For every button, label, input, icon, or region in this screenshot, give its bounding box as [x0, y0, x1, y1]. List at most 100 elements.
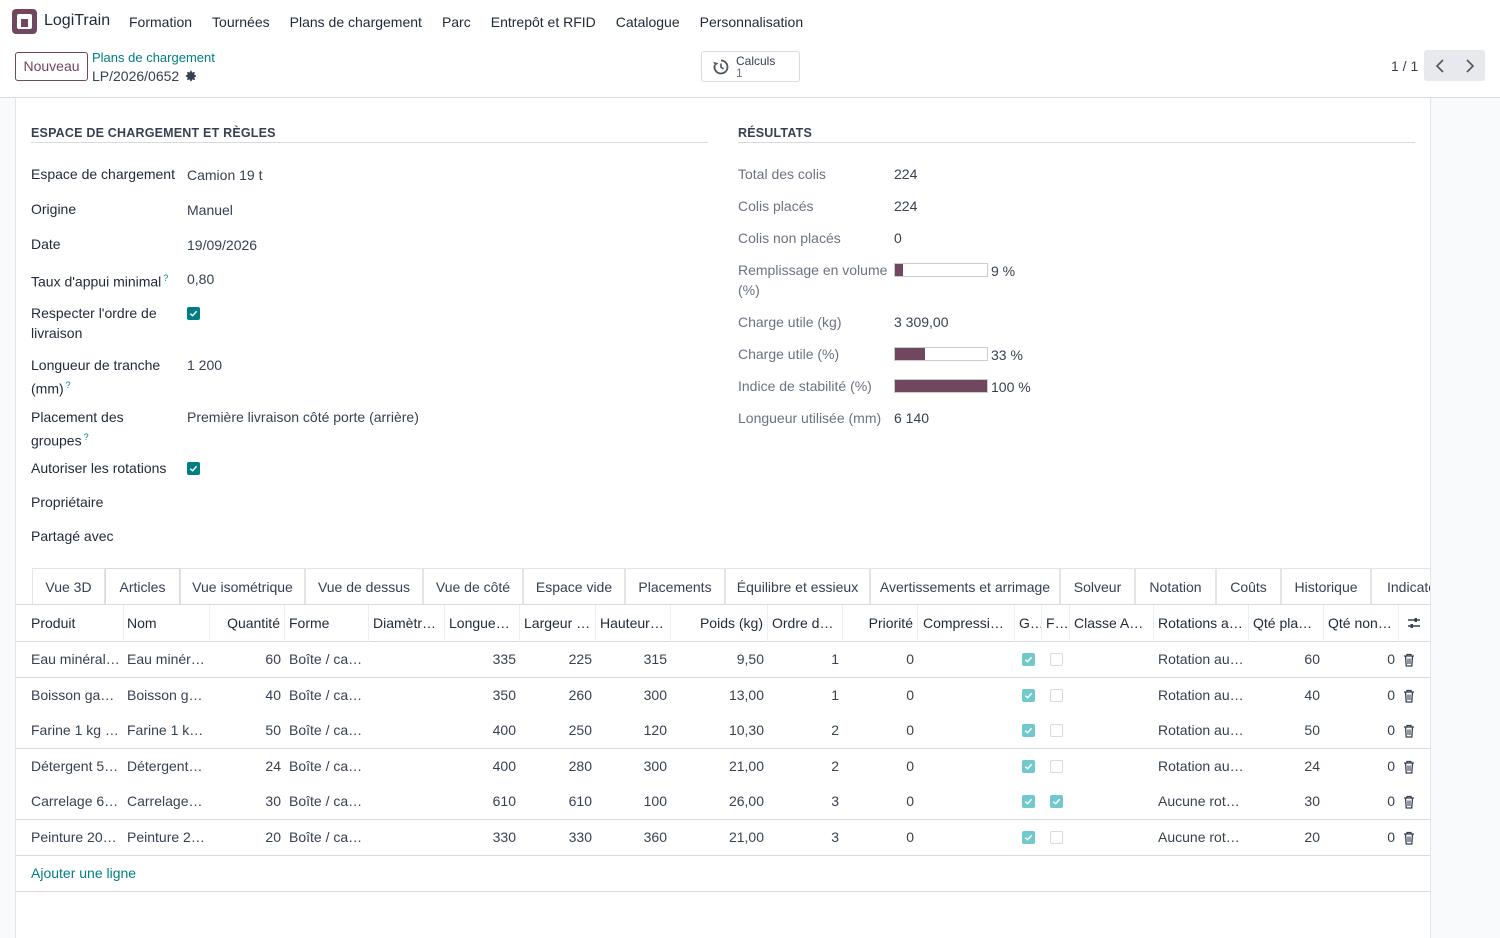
cell-qte-placee[interactable]: 30	[1304, 793, 1320, 810]
cell-diametre[interactable]	[369, 784, 445, 819]
tab-vue-isometrique[interactable]: Vue isométrique	[180, 568, 305, 604]
cell-classe-adr[interactable]	[1070, 749, 1154, 784]
tab-vue-3d[interactable]: Vue 3D	[32, 568, 105, 604]
column-header-forme[interactable]: Forme	[285, 605, 369, 642]
gear-icon[interactable]	[185, 70, 197, 82]
tab-couts[interactable]: Coûts	[1216, 568, 1281, 604]
delete-row-trash-icon[interactable]	[1403, 689, 1415, 703]
cell-quantite[interactable]: 24	[265, 757, 281, 774]
cell-nom[interactable]: Farine 1 k…	[127, 722, 204, 739]
column-header-produit[interactable]: Produit	[27, 605, 124, 642]
cell-priorite[interactable]: 0	[906, 793, 914, 810]
cell-nom[interactable]: Boisson g…	[127, 686, 203, 703]
cell-longueur[interactable]: 335	[492, 651, 516, 667]
cell-largeur[interactable]: 280	[568, 757, 592, 774]
cell-quantite[interactable]: 60	[265, 651, 281, 667]
help-tooltip-icon[interactable]: ?	[163, 273, 169, 283]
cell-priorite[interactable]: 0	[906, 757, 914, 774]
cell-ordre[interactable]: 2	[831, 722, 839, 739]
menu-item-personnalisation[interactable]: Personnalisation	[699, 14, 804, 30]
cell-poids[interactable]: 26,00	[728, 793, 764, 810]
cell-qte-placee[interactable]: 20	[1304, 829, 1320, 845]
cell-quantite[interactable]: 20	[265, 829, 281, 845]
group-placement-value[interactable]: Première livraison côté porte (arrière)	[187, 409, 419, 425]
tab-solveur[interactable]: Solveur	[1060, 568, 1135, 604]
column-header-qte-non[interactable]: Qté non …	[1324, 605, 1399, 642]
help-tooltip-icon[interactable]: ?	[65, 380, 71, 390]
cell-ordre[interactable]: 1	[831, 686, 839, 703]
cell-rotations[interactable]: Aucune rota…	[1158, 793, 1248, 810]
fragile-checkbox[interactable]	[1049, 831, 1063, 844]
tab-historique[interactable]: Historique	[1281, 568, 1371, 604]
cell-nom[interactable]: Eau minér…	[127, 651, 205, 667]
cell-ordre[interactable]: 3	[831, 829, 839, 845]
cell-priorite[interactable]: 0	[906, 722, 914, 739]
cell-longueur[interactable]: 330	[492, 829, 516, 845]
table-row[interactable]: Farine 1 kg … Farine 1 k… 50 Boîte / car… 40…	[16, 713, 1430, 750]
app-logo-icon[interactable]	[12, 9, 37, 34]
cell-qte-non[interactable]: 0	[1387, 829, 1395, 845]
cell-hauteur[interactable]: 120	[643, 722, 667, 739]
cell-largeur[interactable]: 330	[568, 829, 592, 845]
cell-produit[interactable]: Eau minéral…	[31, 651, 120, 667]
tab-articles[interactable]: Articles	[105, 568, 180, 604]
cell-qte-non[interactable]: 0	[1387, 757, 1395, 774]
cell-poids[interactable]: 13,00	[728, 686, 764, 703]
cell-rotations[interactable]: Aucune rota…	[1158, 829, 1248, 845]
cell-produit[interactable]: Détergent 5 …	[31, 757, 123, 774]
column-header-classe-adr[interactable]: Classe ADR	[1070, 605, 1154, 642]
cell-largeur[interactable]: 225	[568, 651, 592, 667]
cell-nom[interactable]: Détergent …	[127, 757, 207, 774]
column-header-g[interactable]: G…	[1015, 605, 1042, 642]
gerbable-checkbox[interactable]	[1022, 688, 1035, 702]
column-header-qte-placee[interactable]: Qté placée	[1249, 605, 1324, 642]
menu-item-parc[interactable]: Parc	[441, 14, 471, 30]
cell-produit[interactable]: Farine 1 kg …	[31, 722, 119, 739]
column-header-diametre[interactable]: Diamètr…	[369, 605, 445, 642]
breadcrumb-parent-link[interactable]: Plans de chargement	[92, 50, 215, 65]
cell-nom[interactable]: Peinture 2…	[127, 829, 205, 845]
origin-value[interactable]: Manuel	[187, 202, 233, 218]
gerbable-checkbox[interactable]	[1022, 795, 1035, 809]
tab-placements[interactable]: Placements	[625, 568, 725, 604]
table-row[interactable]: Détergent 5 … Détergent … 24 Boîte / car… 40…	[16, 748, 1430, 785]
cell-poids[interactable]: 9,50	[736, 651, 764, 667]
cell-qte-non[interactable]: 0	[1387, 722, 1395, 739]
cell-produit[interactable]: Carrelage 6…	[31, 793, 119, 810]
optional-columns-icon[interactable]	[1407, 616, 1421, 630]
cell-longueur[interactable]: 400	[492, 757, 516, 774]
fragile-checkbox[interactable]	[1049, 795, 1063, 809]
cell-quantite[interactable]: 50	[265, 722, 281, 739]
delivery-order-checkbox[interactable]	[187, 307, 200, 320]
app-brand[interactable]: LogiTrain	[44, 12, 111, 29]
fragile-checkbox[interactable]	[1049, 653, 1063, 666]
cell-largeur[interactable]: 260	[568, 686, 592, 703]
cell-qte-non[interactable]: 0	[1387, 686, 1395, 703]
delete-row-trash-icon[interactable]	[1403, 653, 1415, 667]
cell-hauteur[interactable]: 300	[643, 686, 667, 703]
cell-hauteur[interactable]: 315	[643, 651, 667, 667]
cell-qte-placee[interactable]: 24	[1304, 757, 1320, 774]
cell-quantite[interactable]: 40	[265, 686, 281, 703]
cell-hauteur[interactable]: 300	[643, 757, 667, 774]
cell-priorite[interactable]: 0	[906, 686, 914, 703]
allow-rotations-checkbox[interactable]	[187, 462, 200, 475]
cell-largeur[interactable]: 250	[568, 722, 592, 739]
gerbable-checkbox[interactable]	[1022, 653, 1035, 666]
table-row[interactable]: Carrelage 6… Carrelage … 30 Boîte / car… 610…	[16, 784, 1430, 821]
fragile-checkbox[interactable]	[1049, 759, 1063, 773]
add-line-link[interactable]: Ajouter une ligne	[31, 865, 137, 881]
column-header-ordre[interactable]: Ordre de…	[768, 605, 843, 642]
gerbable-checkbox[interactable]	[1022, 759, 1035, 773]
date-value[interactable]: 19/09/2026	[187, 237, 258, 253]
pager-value[interactable]: 1 / 1	[1391, 58, 1419, 74]
cell-diametre[interactable]	[369, 713, 445, 748]
cell-qte-non[interactable]: 0	[1387, 793, 1395, 810]
cell-poids[interactable]: 21,00	[728, 757, 764, 774]
pager-next-button[interactable]	[1454, 50, 1485, 81]
tab-avertissements[interactable]: Avertissements et arrimage	[870, 568, 1060, 604]
tab-vue-cote[interactable]: Vue de côté	[423, 568, 523, 604]
cell-priorite[interactable]: 0	[906, 829, 914, 845]
column-header-hauteur[interactable]: Hauteur …	[596, 605, 671, 642]
calculations-stat-button[interactable]: Calculs 1	[701, 51, 800, 82]
